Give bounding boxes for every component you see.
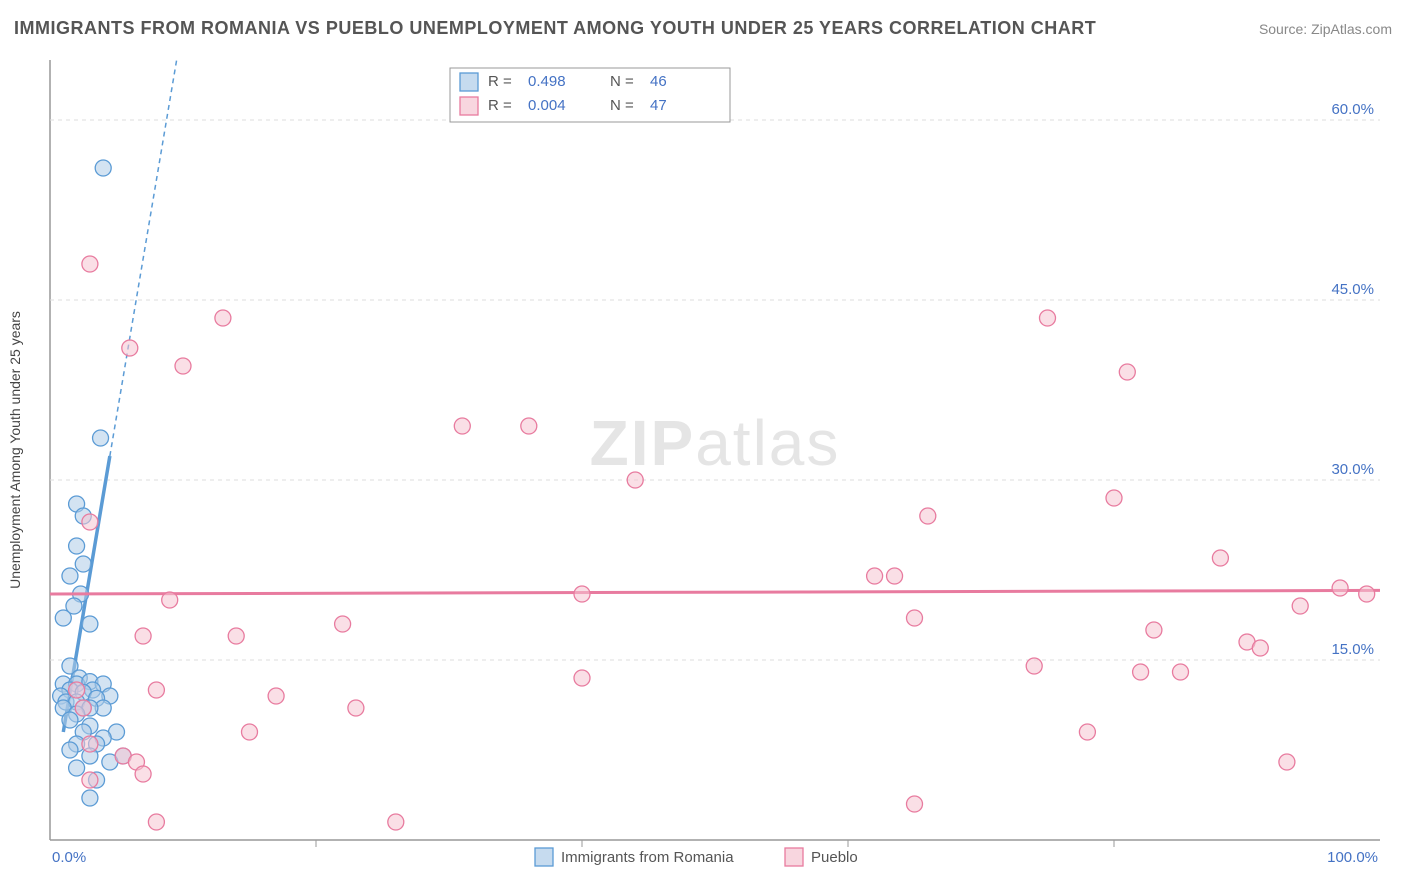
bottom-legend-swatch [785,848,803,866]
data-point [867,568,883,584]
data-point [1292,598,1308,614]
data-point [62,712,78,728]
data-point [1212,550,1228,566]
data-point [175,358,191,374]
watermark: ZIPatlas [590,407,841,479]
data-point [75,700,91,716]
chart-title: IMMIGRANTS FROM ROMANIA VS PUEBLO UNEMPL… [14,18,1096,38]
data-point [887,568,903,584]
data-point [82,616,98,632]
ytick-label: 15.0% [1331,641,1374,658]
data-point [1146,622,1162,638]
data-point [1332,580,1348,596]
scatter-chart: IMMIGRANTS FROM ROMANIA VS PUEBLO UNEMPL… [0,0,1406,892]
legend-n-label: N = [610,73,634,90]
legend-n-value: 46 [650,73,667,90]
data-point [82,772,98,788]
data-point [1252,640,1268,656]
bottom-legend-swatch [535,848,553,866]
data-point [1026,658,1042,674]
ytick-label: 30.0% [1331,461,1374,478]
data-point [521,418,537,434]
legend-r-label: R = [488,97,512,114]
y-axis-label: Unemployment Among Youth under 25 years [7,311,23,589]
data-point [82,514,98,530]
data-point [1359,586,1375,602]
data-point [93,430,109,446]
chart-container: IMMIGRANTS FROM ROMANIA VS PUEBLO UNEMPL… [0,0,1406,892]
data-point [215,310,231,326]
data-point [148,682,164,698]
ytick-label: 45.0% [1331,281,1374,298]
data-point [82,256,98,272]
legend-swatch [460,73,478,91]
data-point [268,688,284,704]
data-point [574,670,590,686]
legend-n-value: 47 [650,97,667,114]
xtick-label: 100.0% [1327,849,1378,866]
data-point [1079,724,1095,740]
data-point [135,628,151,644]
data-point [907,796,923,812]
data-point [907,610,923,626]
data-point [135,766,151,782]
data-point [148,814,164,830]
data-point [82,736,98,752]
data-point [1106,490,1122,506]
data-point [95,160,111,176]
ytick-label: 60.0% [1331,101,1374,118]
data-point [242,724,258,740]
legend-n-label: N = [610,97,634,114]
bottom-legend-label: Immigrants from Romania [561,849,734,866]
data-point [335,616,351,632]
legend-r-value: 0.498 [528,73,566,90]
legend-r-value: 0.004 [528,97,566,114]
legend-r-label: R = [488,73,512,90]
data-point [62,742,78,758]
data-point [69,760,85,776]
bottom-legend-label: Pueblo [811,849,858,866]
data-point [1119,364,1135,380]
data-point [82,790,98,806]
data-point [348,700,364,716]
data-point [627,472,643,488]
data-point [1279,754,1295,770]
data-point [1173,664,1189,680]
data-point [228,628,244,644]
data-point [454,418,470,434]
data-point [388,814,404,830]
data-point [1040,310,1056,326]
xtick-label: 0.0% [52,849,86,866]
data-point [162,592,178,608]
data-point [69,682,85,698]
data-point [55,610,71,626]
data-point [75,556,91,572]
data-point [920,508,936,524]
data-point [1133,664,1149,680]
data-point [62,568,78,584]
legend-swatch [460,97,478,115]
data-point [69,538,85,554]
data-point [122,340,138,356]
source-label: Source: ZipAtlas.com [1259,21,1392,37]
data-point [574,586,590,602]
